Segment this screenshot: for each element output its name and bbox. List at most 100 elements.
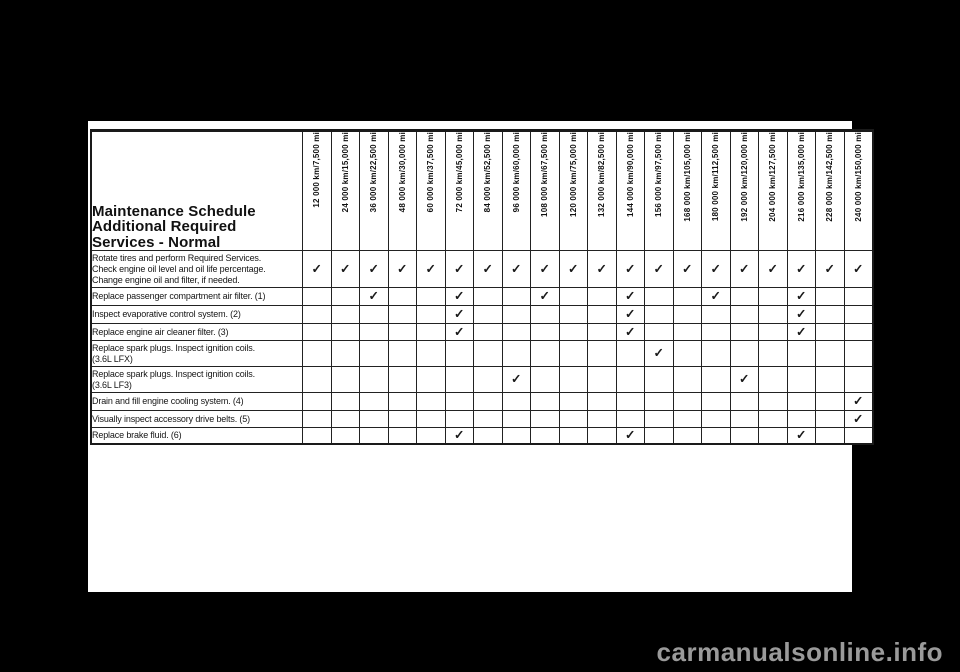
interval-header-text: 204 000 km/127,500 mi — [768, 132, 778, 222]
check-mark-cell: ✓ — [786, 323, 816, 341]
empty-cell — [558, 305, 588, 324]
empty-cell — [330, 340, 360, 367]
service-label: Replace passenger compartment air filter… — [90, 287, 303, 306]
empty-cell — [473, 305, 503, 324]
empty-cell — [501, 427, 531, 444]
empty-cell — [843, 427, 874, 444]
empty-cell — [758, 427, 788, 444]
empty-cell — [672, 366, 702, 393]
check-mark-cell: ✓ — [843, 392, 874, 411]
empty-cell — [672, 305, 702, 324]
interval-header-text: 60 000 km/37,500 mi — [426, 132, 436, 213]
empty-cell — [387, 287, 417, 306]
empty-cell — [587, 340, 617, 367]
empty-cell — [558, 392, 588, 411]
check-mark-cell: ✓ — [416, 250, 446, 288]
empty-cell — [416, 410, 446, 428]
empty-cell — [416, 287, 446, 306]
check-mark-cell: ✓ — [729, 250, 759, 288]
empty-cell — [587, 305, 617, 324]
empty-cell — [786, 410, 816, 428]
table-title-line-1: Maintenance Schedule — [92, 202, 256, 220]
empty-cell — [672, 340, 702, 367]
empty-cell — [758, 287, 788, 306]
check-mark-cell: ✓ — [359, 250, 389, 288]
empty-cell — [416, 427, 446, 444]
check-mark-cell: ✓ — [815, 250, 845, 288]
service-row-3: Inspect evaporative control system. (2) ✓… — [90, 305, 874, 324]
empty-cell — [444, 410, 474, 428]
check-mark-cell: ✓ — [444, 250, 474, 288]
empty-cell — [644, 427, 674, 444]
empty-cell — [444, 340, 474, 367]
empty-cell — [672, 392, 702, 411]
empty-cell — [501, 323, 531, 341]
empty-cell — [815, 340, 845, 367]
empty-cell — [815, 323, 845, 341]
check-mark-cell: ✓ — [444, 427, 474, 444]
interval-header-4: 48 000 km/30,000 mi — [387, 130, 417, 251]
empty-cell — [729, 392, 759, 411]
check-mark-cell: ✓ — [473, 250, 503, 288]
empty-cell — [558, 323, 588, 341]
empty-cell — [387, 410, 417, 428]
interval-header-text: 216 000 km/135,000 mi — [796, 132, 806, 222]
empty-cell — [615, 410, 645, 428]
interval-header-text: 144 000 km/90,000 mi — [625, 132, 635, 217]
empty-cell — [416, 366, 446, 393]
interval-header-20: 240 000 km/150,000 mi — [843, 130, 874, 251]
check-mark-cell: ✓ — [644, 340, 674, 367]
empty-cell — [558, 366, 588, 393]
check-mark-cell: ✓ — [558, 250, 588, 288]
interval-header-12: 144 000 km/90,000 mi — [615, 130, 645, 251]
check-mark-cell: ✓ — [302, 250, 332, 288]
interval-header-text: 120 000 km/75,000 mi — [568, 132, 578, 217]
empty-cell — [473, 366, 503, 393]
service-label: Inspect evaporative control system. (2) — [90, 305, 303, 324]
service-row-9: Replace brake fluid. (6) ✓ ✓ ✓ — [90, 427, 874, 444]
service-row-8: Visually inspect accessory drive belts. … — [90, 410, 874, 428]
service-label: Rotate tires and perform Required Servic… — [90, 250, 303, 288]
interval-header-7: 84 000 km/52,500 mi — [473, 130, 503, 251]
check-mark-cell: ✓ — [701, 287, 731, 306]
check-mark-cell: ✓ — [758, 250, 788, 288]
empty-cell — [387, 323, 417, 341]
empty-cell — [672, 323, 702, 341]
service-label: Replace spark plugs. Inspect ignition co… — [90, 366, 303, 393]
check-mark-cell: ✓ — [501, 250, 531, 288]
empty-cell — [644, 392, 674, 411]
interval-header-18: 216 000 km/135,000 mi — [786, 130, 816, 251]
empty-cell — [501, 340, 531, 367]
table-title-cell: Maintenance Schedule Additional Required… — [90, 130, 303, 251]
empty-cell — [473, 340, 503, 367]
empty-cell — [615, 366, 645, 393]
empty-cell — [786, 392, 816, 411]
empty-cell — [758, 340, 788, 367]
empty-cell — [359, 427, 389, 444]
interval-header-8: 96 000 km/60,000 mi — [501, 130, 531, 251]
empty-cell — [843, 323, 874, 341]
interval-header-14: 168 000 km/105,000 mi — [672, 130, 702, 251]
interval-header-5: 60 000 km/37,500 mi — [416, 130, 446, 251]
empty-cell — [302, 287, 332, 306]
check-mark-cell: ✓ — [615, 305, 645, 324]
interval-header-19: 228 000 km/142,500 mi — [815, 130, 845, 251]
service-row-4: Replace engine air cleaner filter. (3) ✓ ✓… — [90, 323, 874, 341]
empty-cell — [701, 305, 731, 324]
interval-header-text: 36 000 km/22,500 mi — [369, 132, 379, 213]
interval-header-10: 120 000 km/75,000 mi — [558, 130, 588, 251]
empty-cell — [501, 392, 531, 411]
interval-header-text: 132 000 km/82,500 mi — [597, 132, 607, 217]
empty-cell — [530, 392, 560, 411]
empty-cell — [644, 366, 674, 393]
empty-cell — [501, 287, 531, 306]
check-mark-cell: ✓ — [843, 410, 874, 428]
service-label: Replace spark plugs. Inspect ignition co… — [90, 340, 303, 367]
empty-cell — [302, 427, 332, 444]
empty-cell — [359, 305, 389, 324]
empty-cell — [359, 340, 389, 367]
empty-cell — [672, 427, 702, 444]
service-label: Replace engine air cleaner filter. (3) — [90, 323, 303, 341]
table-title-line-3: Services - Normal — [92, 233, 221, 251]
check-mark-cell: ✓ — [359, 287, 389, 306]
